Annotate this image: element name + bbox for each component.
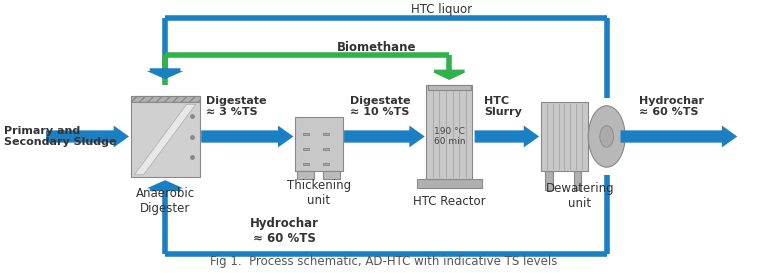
Text: Primary and
Secondary Sludge: Primary and Secondary Sludge bbox=[4, 126, 116, 147]
FancyArrow shape bbox=[147, 180, 184, 191]
Text: Hydrochar
≈ 60 %TS: Hydrochar ≈ 60 %TS bbox=[639, 96, 704, 117]
Ellipse shape bbox=[588, 106, 625, 167]
Bar bbox=[323, 171, 340, 179]
Text: Anaerobic
Digester: Anaerobic Digester bbox=[136, 187, 194, 215]
Text: HTC Reactor: HTC Reactor bbox=[413, 195, 485, 208]
FancyArrow shape bbox=[201, 126, 293, 147]
Bar bbox=[323, 133, 329, 135]
Polygon shape bbox=[134, 104, 196, 175]
FancyArrow shape bbox=[433, 70, 465, 80]
Text: HTC
Slurry: HTC Slurry bbox=[484, 96, 521, 117]
Text: Biomethane: Biomethane bbox=[336, 41, 416, 54]
FancyArrow shape bbox=[475, 126, 539, 147]
FancyArrow shape bbox=[621, 126, 737, 147]
Bar bbox=[323, 163, 329, 165]
Text: Fig 1.  Process schematic, AD-HTC with indicative TS levels: Fig 1. Process schematic, AD-HTC with in… bbox=[210, 254, 558, 268]
Bar bbox=[428, 85, 471, 90]
Bar bbox=[303, 133, 309, 135]
Bar bbox=[426, 85, 472, 179]
Text: 190 °C
60 min: 190 °C 60 min bbox=[433, 127, 465, 146]
Bar bbox=[545, 171, 553, 190]
Text: Digestate
≈ 10 %TS: Digestate ≈ 10 %TS bbox=[350, 96, 411, 117]
Bar bbox=[295, 117, 343, 171]
Text: Thickening
unit: Thickening unit bbox=[286, 179, 351, 207]
Bar bbox=[574, 171, 581, 190]
Text: Dewatering
unit: Dewatering unit bbox=[545, 182, 614, 210]
Bar bbox=[541, 102, 588, 171]
Ellipse shape bbox=[600, 126, 614, 147]
Bar bbox=[303, 163, 309, 165]
Bar bbox=[131, 96, 200, 177]
Bar bbox=[417, 179, 482, 188]
FancyArrow shape bbox=[46, 126, 129, 147]
FancyArrow shape bbox=[147, 68, 184, 79]
Text: HTC liquor: HTC liquor bbox=[411, 3, 472, 16]
Bar bbox=[297, 171, 314, 179]
Text: Digestate
≈ 3 %TS: Digestate ≈ 3 %TS bbox=[206, 96, 266, 117]
Bar bbox=[634, 133, 641, 140]
FancyArrow shape bbox=[344, 126, 425, 147]
Bar bbox=[131, 96, 200, 102]
Text: Hydrochar
≈ 60 %TS: Hydrochar ≈ 60 %TS bbox=[250, 217, 319, 245]
Bar bbox=[303, 148, 309, 150]
Bar bbox=[323, 148, 329, 150]
